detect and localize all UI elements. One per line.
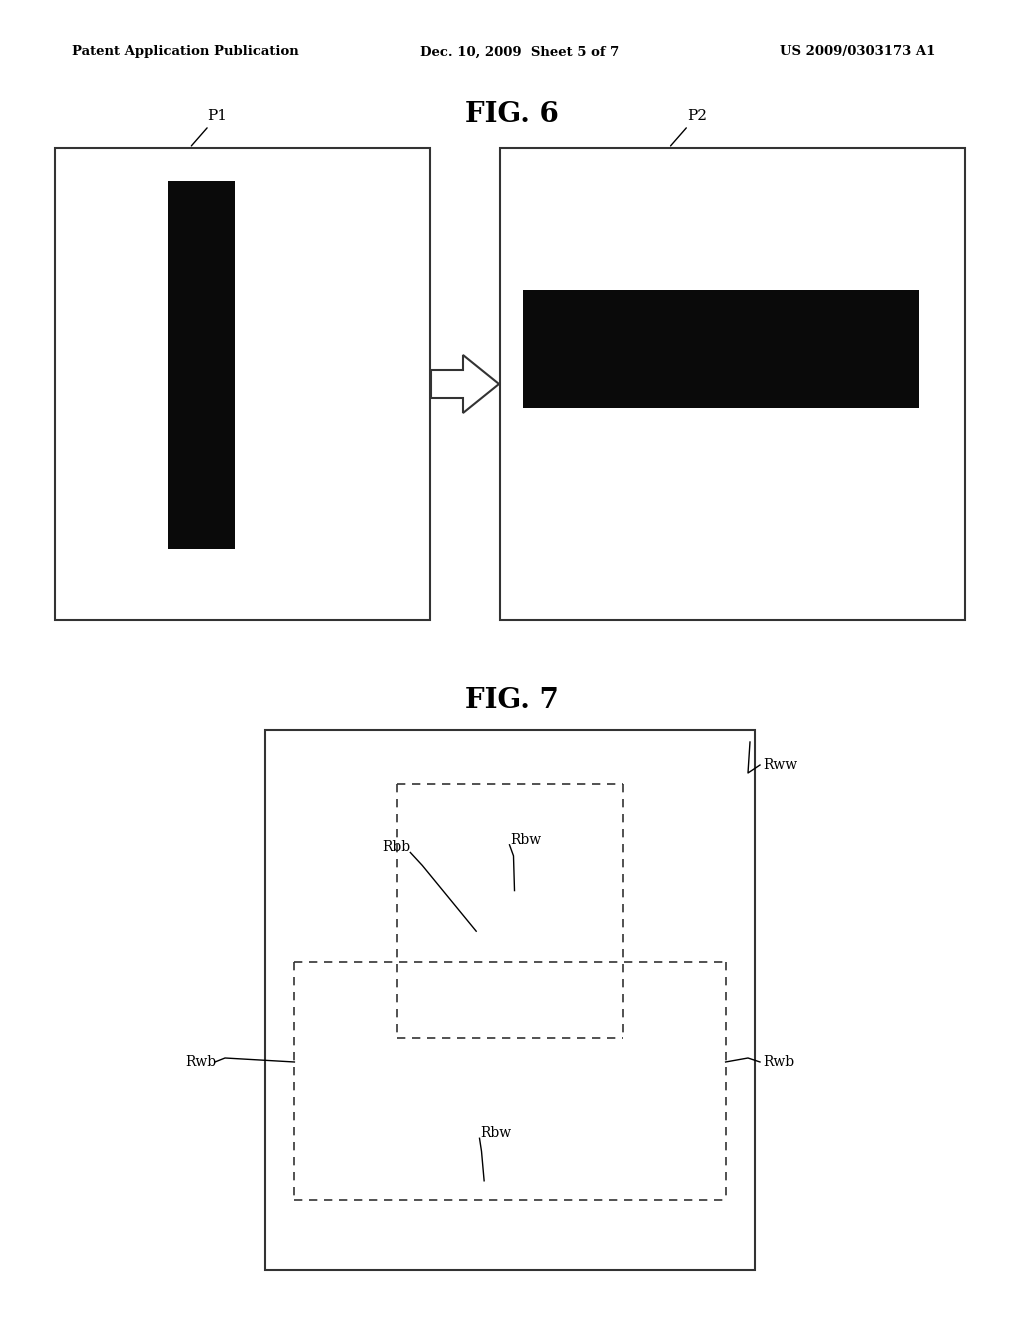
Text: US 2009/0303173 A1: US 2009/0303173 A1 — [780, 45, 935, 58]
Text: Rwb: Rwb — [763, 1055, 795, 1069]
Text: FIG. 7: FIG. 7 — [465, 686, 559, 714]
Text: Dec. 10, 2009  Sheet 5 of 7: Dec. 10, 2009 Sheet 5 of 7 — [420, 45, 620, 58]
Bar — [523, 289, 919, 408]
Text: Patent Application Publication: Patent Application Publication — [72, 45, 299, 58]
Text: FIG. 6: FIG. 6 — [465, 102, 559, 128]
Text: Rbw: Rbw — [511, 833, 542, 847]
Bar — [265, 730, 755, 1270]
Polygon shape — [431, 355, 499, 413]
Bar — [500, 148, 965, 620]
Text: P1: P1 — [191, 110, 227, 147]
Bar — [55, 148, 430, 620]
Text: Rwb: Rwb — [185, 1055, 216, 1069]
Text: Rww: Rww — [763, 758, 797, 772]
Bar — [168, 181, 234, 549]
Text: Rbb: Rbb — [382, 841, 411, 854]
Text: Rbw: Rbw — [480, 1126, 512, 1140]
Text: P2: P2 — [671, 110, 707, 147]
